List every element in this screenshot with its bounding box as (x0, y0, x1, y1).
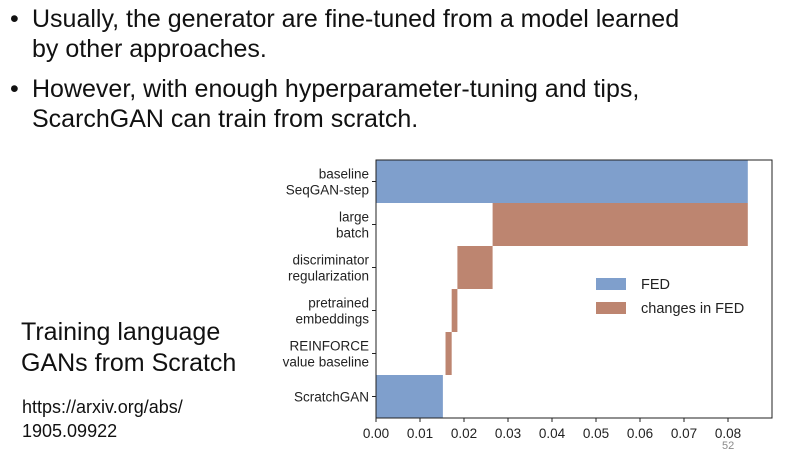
x-tick-label: 0.00 (363, 426, 389, 441)
chart-bar (492, 203, 748, 246)
plot-frame (375, 159, 773, 419)
y-tick-label-line: value baseline (283, 355, 369, 370)
legend-swatch (596, 278, 626, 290)
legend-label: changes in FED (641, 301, 744, 317)
bullet-dot: • (10, 75, 19, 103)
y-tick-label-line: embeddings (295, 312, 369, 327)
legend-swatch (596, 302, 626, 314)
side-title-line: GANs from Scratch (21, 349, 237, 377)
paper-link[interactable]: https://arxiv.org/abs/ 1905.09922 (22, 395, 242, 443)
fed-waterfall-chart: baseline SeqGAN-step large batch discriminat… (283, 159, 773, 441)
chart-bar (376, 375, 443, 418)
bullet-item: • Usually, the generator are fine-tuned … (0, 4, 780, 64)
bullet-line: by other approaches. (32, 35, 267, 63)
page-number: 52 (722, 440, 735, 452)
bullet-line: However, with enough hyperparameter-tuni… (32, 75, 640, 103)
x-tick-label: 0.05 (583, 426, 609, 441)
bullet-item: • However, with enough hyperparameter-tu… (0, 74, 780, 134)
y-tick-label: discriminator regularization (288, 253, 370, 284)
chart-bar (451, 289, 458, 332)
x-tick-label: 0.04 (539, 426, 566, 441)
y-tick-label: REINFORCE value baseline (283, 339, 369, 370)
side-title-line: Training language (21, 318, 221, 346)
bullet-dot: • (10, 5, 19, 33)
y-tick-label-line: batch (336, 226, 369, 241)
y-tick-label-line: discriminator (292, 253, 369, 268)
y-tick-label-line: regularization (288, 269, 369, 284)
y-tick-label-line: large (339, 210, 369, 225)
y-tick-label: large batch (336, 210, 369, 241)
bullet-list: • Usually, the generator are fine-tuned … (0, 4, 780, 144)
y-tick-label: pretrained embeddings (295, 296, 369, 327)
bullet-line: Usually, the generator are fine-tuned fr… (32, 5, 680, 33)
y-tick-label-line: pretrained (308, 296, 369, 311)
y-tick-label: baseline SeqGAN-step (286, 167, 369, 198)
y-tick-label: ScratchGAN (294, 390, 369, 405)
paper-link-line[interactable]: 1905.09922 (22, 421, 118, 441)
x-tick-label: 0.08 (715, 426, 741, 441)
chart-bar (457, 246, 493, 289)
y-tick-label-line: REINFORCE (289, 339, 369, 354)
y-tick-label-line: baseline (319, 167, 369, 182)
x-tick-label: 0.03 (495, 426, 521, 441)
x-tick-label: 0.07 (671, 426, 697, 441)
legend-label: FED (641, 277, 670, 293)
x-tick-label: 0.06 (627, 426, 653, 441)
x-tick-label: 0.01 (407, 426, 433, 441)
paper-link-line[interactable]: https://arxiv.org/abs/ (22, 397, 183, 417)
x-tick-label: 0.02 (451, 426, 477, 441)
chart-bar (376, 160, 748, 203)
y-tick-label-line: ScratchGAN (294, 390, 369, 405)
bullet-line: ScarchGAN can train from scratch. (32, 105, 419, 133)
side-title: Training language GANs from Scratch (21, 317, 261, 379)
y-tick-label-line: SeqGAN-step (286, 183, 369, 198)
chart-bar (445, 332, 452, 375)
